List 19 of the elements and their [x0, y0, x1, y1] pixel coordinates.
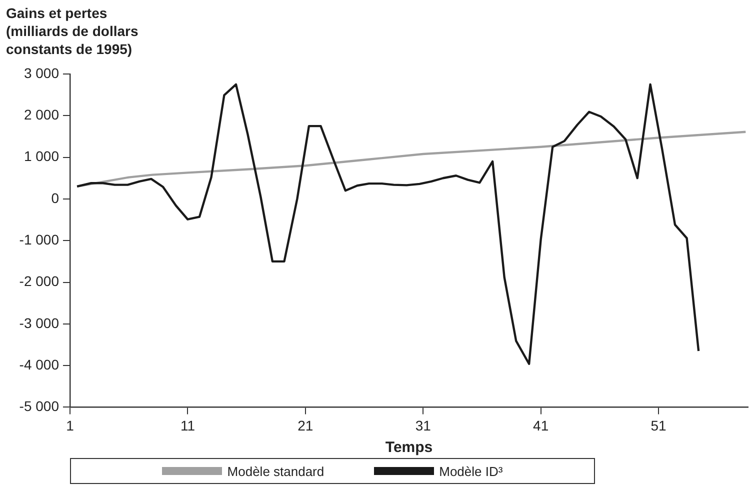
- y-tick-label: 0: [51, 190, 60, 206]
- y-tick-label: 2 000: [24, 106, 60, 123]
- y-tick-label: 3 000: [24, 64, 60, 81]
- y-tick-label: -1 000: [19, 231, 60, 248]
- x-tick-label: 31: [415, 417, 432, 434]
- y-tick-label: -3 000: [19, 314, 60, 331]
- legend-label: Modèle ID³: [439, 464, 503, 478]
- x-tick-label: 11: [180, 417, 196, 434]
- y-axis-title: Gains et pertes (milliards de dollars constants de 1995): [6, 4, 140, 58]
- y-tick-label: -4 000: [19, 356, 60, 372]
- y-tick-label: -2 000: [19, 273, 60, 290]
- x-axis-title: Temps: [385, 439, 433, 456]
- x-tick-label: 21: [298, 417, 314, 434]
- x-tick-label: 41: [533, 417, 549, 434]
- y-tick-label: -5 000: [19, 398, 60, 414]
- legend-label: Modèle standard: [227, 464, 324, 478]
- x-tick-label: 1: [66, 417, 74, 434]
- x-tick-label: 51: [650, 417, 667, 434]
- y-tick-label: 1 000: [24, 148, 60, 164]
